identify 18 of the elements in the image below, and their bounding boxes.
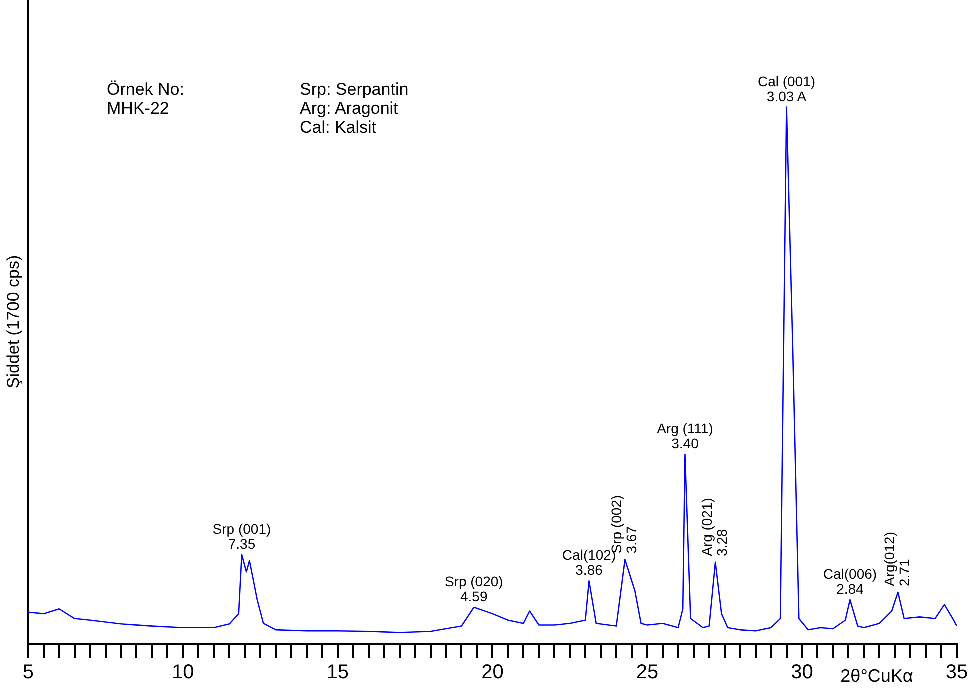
x-tick-label: 10 [172, 662, 194, 684]
annotation: Örnek No: MHK-22 [107, 80, 184, 118]
annotation: Arg (021) 3.28 [698, 498, 730, 556]
annotation: Cal(006) 2.84 [823, 566, 878, 597]
annotation: Arg (111) 3.40 [657, 420, 714, 452]
annotation: Srp (020) 4.59 [444, 574, 504, 605]
annotation: Cal (001) 3.03 A [758, 73, 816, 104]
y-axis-title: Şiddet (1700 cps) [4, 255, 23, 389]
x-tick-label: 15 [326, 662, 350, 684]
annotation: Srp (001) 7.35 [212, 520, 272, 552]
x-tick-label: 5 [22, 662, 34, 684]
x-tick-label: 35 [946, 662, 968, 684]
x-tick-label: 30 [791, 662, 814, 684]
x-tick-label: 20 [482, 662, 504, 684]
x-axis-title: 2θ°CuKα [840, 666, 914, 686]
annotation: Srp: Serpantin Arg: Aragonit Cal: Kalsit [300, 80, 410, 137]
x-tick-label: 25 [636, 662, 659, 684]
annotation: Arg(012) 2.71 [882, 532, 913, 586]
